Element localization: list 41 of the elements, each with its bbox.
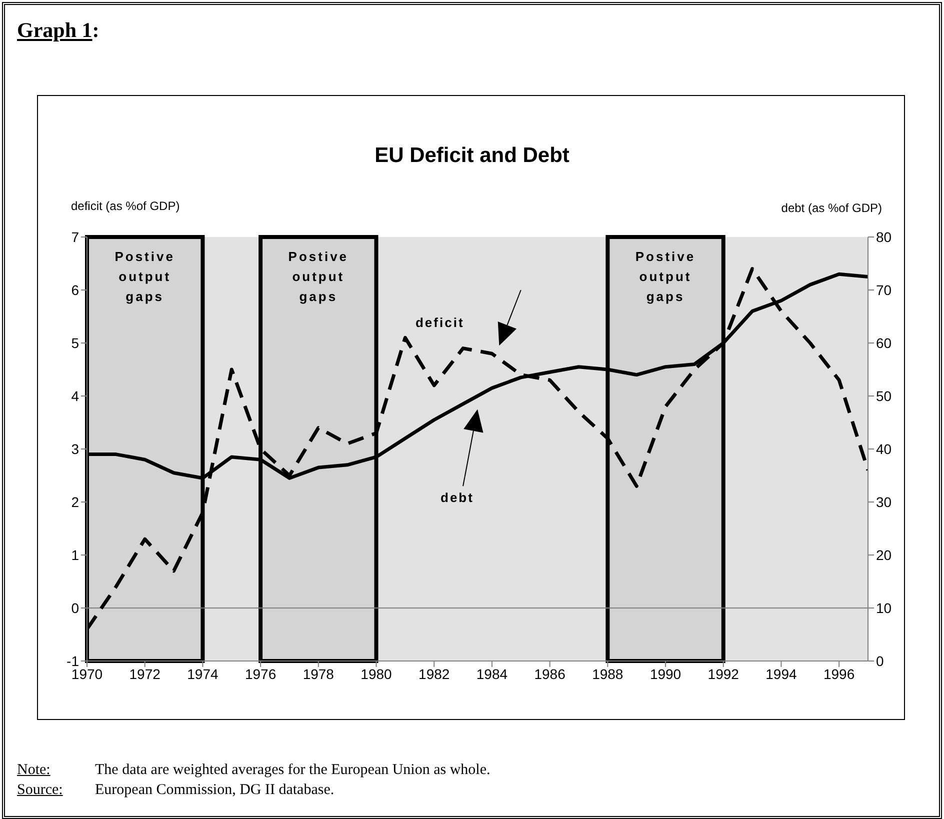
x-tick-label: 1980: [360, 666, 392, 682]
y-tick-label: 7: [71, 228, 80, 245]
y2-tick-label: 50: [876, 388, 892, 404]
series-label: deficit: [416, 315, 464, 330]
y-tick-label: 1: [71, 546, 80, 563]
text: debt: [440, 490, 474, 505]
x-tick-label: 1974: [187, 666, 218, 682]
y-tick-label: 0: [71, 600, 80, 616]
x-tick-label: 1984: [476, 666, 508, 682]
y-tick-label: 6: [71, 282, 80, 298]
y2-tick-label: 0: [876, 652, 884, 669]
y2-tick-label: 40: [876, 440, 892, 457]
y2-axis-title: debt (as %of GDP): [781, 201, 882, 215]
y-axis-title: deficit (as %of GDP): [71, 199, 180, 213]
band-label: Postive output gaps: [288, 249, 349, 304]
text: Note: The data are weighted averages for the European Union as whole.: [17, 762, 490, 778]
caption: Graph 1:: [17, 18, 100, 43]
y-tick-label: 5: [71, 334, 80, 351]
y2-tick-label: 30: [876, 494, 892, 510]
x-tick-label: 1994: [766, 666, 798, 682]
x-tick-label: 1982: [418, 666, 450, 682]
y-tick-label: 2: [71, 494, 80, 510]
x-tick-label: 1986: [534, 666, 566, 682]
x-tick-label: 1988: [592, 666, 624, 682]
chart-title: EU Deficit and Debt: [374, 144, 570, 168]
x-tick-label: 1978: [302, 666, 334, 682]
x-tick-label: 1990: [650, 666, 682, 682]
y2-tick-label: 10: [876, 600, 892, 616]
x-tick-label: 1992: [708, 666, 740, 682]
x-tick-label: 1976: [244, 666, 276, 682]
x-tick-label: 1996: [823, 666, 855, 682]
y2-tick-label: 70: [876, 282, 892, 298]
text: Source: European Commission, DG II database.: [17, 782, 334, 798]
y2-tick-label: 60: [876, 334, 892, 351]
y-tick-label: 3: [71, 440, 80, 457]
band-label: Postive output gaps: [114, 249, 175, 304]
y2-tick-label: 80: [876, 228, 892, 245]
x-tick-label: 1972: [129, 666, 161, 682]
band-label: Postive output gaps: [635, 249, 696, 304]
y2-tick-label: 20: [876, 546, 892, 563]
y-tick-label: 4: [71, 388, 80, 404]
